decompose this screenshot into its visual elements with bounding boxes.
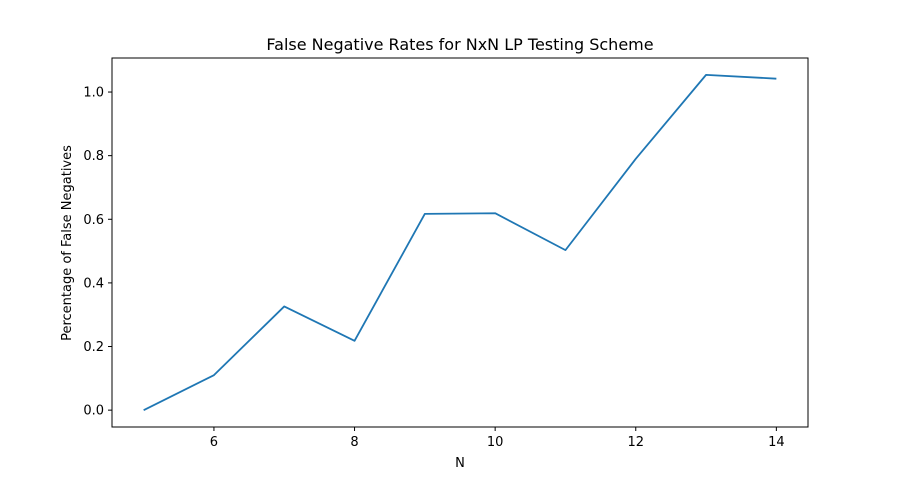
y-axis: 0.0 0.2 0.4 0.6 0.8 1.0 <box>83 86 112 419</box>
y-tick-label: 0.4 <box>83 276 104 291</box>
y-axis-label: Percentage of False Negatives <box>60 145 75 341</box>
x-tick-label: 10 <box>487 435 504 450</box>
chart-title: False Negative Rates for NxN LP Testing … <box>266 35 653 54</box>
y-tick-label: 0.0 <box>83 404 104 419</box>
x-tick-label: 12 <box>627 435 644 450</box>
plot-area <box>111 57 809 428</box>
y-tick-label: 0.8 <box>83 149 104 164</box>
plot-frame <box>111 57 809 428</box>
y-tick-label: 0.2 <box>83 340 104 355</box>
x-tick-label: 14 <box>768 435 785 450</box>
series-line-0 <box>143 73 777 411</box>
y-tick-label: 0.6 <box>83 213 104 228</box>
y-tick-label: 1.0 <box>83 86 104 101</box>
x-tick-label: 8 <box>350 435 358 450</box>
x-tick-label: 6 <box>210 435 218 450</box>
x-axis-label: N <box>455 456 465 471</box>
x-axis: 6 8 10 12 14 <box>210 427 785 450</box>
